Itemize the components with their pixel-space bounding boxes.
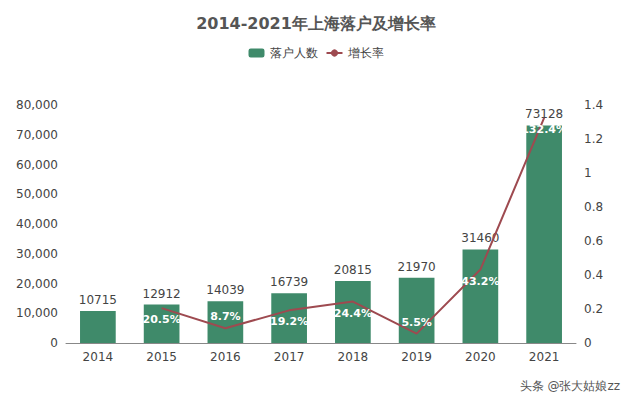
svg-text:16739: 16739: [270, 275, 308, 289]
svg-text:落户人数: 落户人数: [270, 46, 318, 60]
svg-text:70,000: 70,000: [16, 128, 58, 142]
svg-text:50,000: 50,000: [16, 187, 58, 201]
svg-text:31460: 31460: [461, 231, 500, 246]
svg-text:1: 1: [584, 166, 592, 180]
svg-text:0.6: 0.6: [584, 234, 603, 248]
svg-text:0.2: 0.2: [584, 302, 603, 316]
svg-text:60,000: 60,000: [16, 158, 58, 172]
svg-text:8.7%: 8.7%: [210, 310, 241, 323]
svg-text:20,000: 20,000: [16, 277, 58, 291]
svg-text:132.4%: 132.4%: [521, 123, 567, 136]
svg-text:10715: 10715: [79, 293, 117, 307]
svg-text:73128: 73128: [525, 107, 564, 122]
svg-text:2018: 2018: [338, 350, 369, 364]
svg-text:19.2%: 19.2%: [270, 315, 308, 328]
svg-text:1.2: 1.2: [584, 132, 603, 146]
svg-text:80,000: 80,000: [16, 98, 58, 112]
svg-text:0.8: 0.8: [584, 200, 603, 214]
svg-text:2017: 2017: [274, 350, 305, 364]
svg-text:头条 @张大姑娘zz: 头条 @张大姑娘zz: [520, 379, 620, 393]
svg-text:10,000: 10,000: [16, 306, 58, 320]
svg-text:2015: 2015: [146, 350, 177, 364]
svg-text:20.5%: 20.5%: [143, 313, 181, 326]
svg-text:20815: 20815: [334, 263, 372, 277]
svg-text:2020: 2020: [465, 350, 496, 364]
svg-text:30,000: 30,000: [16, 247, 58, 261]
svg-text:2016: 2016: [210, 350, 241, 364]
svg-text:2014: 2014: [83, 350, 114, 364]
svg-text:2019: 2019: [401, 350, 432, 364]
svg-text:2021: 2021: [529, 350, 560, 364]
svg-text:0.4: 0.4: [584, 268, 603, 282]
svg-text:5.5%: 5.5%: [401, 316, 432, 329]
svg-text:21970: 21970: [398, 260, 436, 274]
svg-text:14039: 14039: [206, 283, 244, 297]
svg-text:0: 0: [584, 336, 592, 350]
svg-text:40,000: 40,000: [16, 217, 58, 231]
svg-text:1.4: 1.4: [584, 98, 603, 112]
svg-text:0: 0: [50, 336, 58, 350]
svg-text:增长率: 增长率: [347, 46, 384, 60]
svg-text:2014-2021年上海落户及增长率: 2014-2021年上海落户及增长率: [196, 14, 436, 33]
svg-text:43.2%: 43.2%: [461, 275, 499, 288]
svg-text:12912: 12912: [143, 287, 181, 301]
svg-text:24.4%: 24.4%: [334, 307, 372, 320]
